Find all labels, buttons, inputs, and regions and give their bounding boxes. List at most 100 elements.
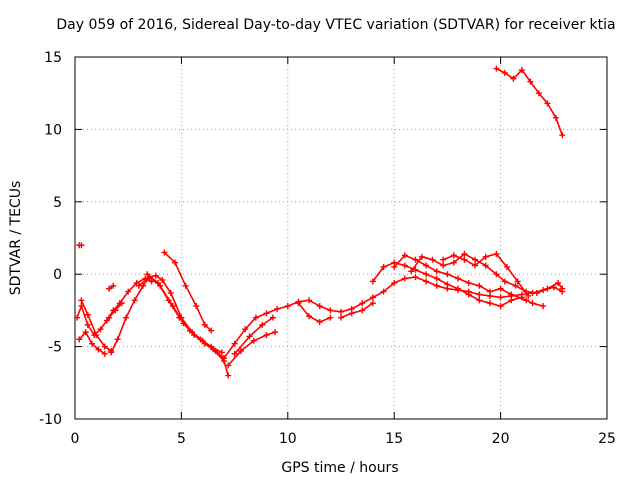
data-point xyxy=(512,282,519,289)
y-tick-label: 5 xyxy=(53,195,62,211)
data-point xyxy=(246,333,253,340)
data-point xyxy=(493,65,500,72)
data-point xyxy=(465,279,472,286)
data-point xyxy=(535,90,542,97)
data-point xyxy=(423,271,430,278)
data-point xyxy=(250,337,257,344)
data-point xyxy=(78,297,85,304)
data-point xyxy=(95,346,102,353)
data-point xyxy=(493,271,500,278)
series-arc-19 xyxy=(440,250,532,299)
data-point xyxy=(327,307,334,314)
data-point xyxy=(125,288,132,295)
data-point xyxy=(369,294,376,301)
data-point xyxy=(106,285,113,292)
data-point xyxy=(455,275,462,282)
data-point xyxy=(529,300,536,307)
data-point xyxy=(461,250,468,257)
y-tick-label: -5 xyxy=(48,340,62,356)
series-arc-10 xyxy=(161,249,215,334)
data-point xyxy=(359,307,366,314)
data-point xyxy=(359,300,366,307)
x-tick-label: 5 xyxy=(177,431,186,447)
data-point xyxy=(144,271,151,278)
data-point xyxy=(508,297,515,304)
data-point xyxy=(218,349,225,356)
data-point xyxy=(525,292,532,299)
data-point xyxy=(76,336,83,343)
series-line xyxy=(233,316,274,355)
series-arc-03 xyxy=(76,329,108,357)
data-point xyxy=(114,336,121,343)
data-point xyxy=(533,290,540,297)
data-point xyxy=(450,259,457,266)
data-point xyxy=(412,256,419,263)
data-point xyxy=(176,314,183,321)
data-point xyxy=(274,305,281,312)
data-point xyxy=(259,321,266,328)
data-point xyxy=(78,242,85,249)
data-point xyxy=(503,263,510,270)
axis-ticks: 0 5 10 15 20 25 -10 -5 0 5 10 15 xyxy=(39,50,616,447)
data-point xyxy=(555,279,562,286)
data-point xyxy=(497,294,504,301)
data-point xyxy=(252,314,259,321)
series-line xyxy=(340,302,374,319)
data-point xyxy=(84,311,91,318)
data-point xyxy=(263,332,270,339)
x-tick-label: 15 xyxy=(385,431,403,447)
data-point xyxy=(440,256,447,263)
x-tick-label: 20 xyxy=(492,431,510,447)
data-point xyxy=(316,318,323,325)
series-line xyxy=(297,302,332,323)
data-point xyxy=(380,288,387,295)
data-point xyxy=(284,303,291,310)
data-point xyxy=(306,297,313,304)
data-point xyxy=(97,326,104,333)
data-point xyxy=(450,252,457,259)
data-point xyxy=(231,350,238,357)
series-arc-09 xyxy=(144,271,225,356)
y-axis-label: SDTVAR / TECUs xyxy=(8,181,24,296)
data-point xyxy=(493,250,500,257)
data-point xyxy=(497,303,504,310)
data-point xyxy=(508,291,515,298)
data-point xyxy=(476,291,483,298)
data-point xyxy=(225,362,232,369)
data-point xyxy=(433,268,440,275)
data-point xyxy=(476,282,483,289)
data-point xyxy=(523,297,530,304)
data-point xyxy=(327,314,334,321)
data-point xyxy=(472,262,479,269)
data-point xyxy=(544,285,551,292)
data-point xyxy=(518,67,525,74)
series-arc-01 xyxy=(76,242,85,249)
data-point xyxy=(412,266,419,273)
data-point xyxy=(444,281,451,288)
data-point xyxy=(497,285,504,292)
data-point xyxy=(461,256,468,263)
data-point xyxy=(167,290,174,297)
data-point xyxy=(123,314,130,321)
series-arc-14 xyxy=(295,300,334,325)
data-point xyxy=(110,282,117,289)
data-point xyxy=(131,297,138,304)
data-point xyxy=(161,249,168,256)
data-point xyxy=(208,343,215,350)
data-point xyxy=(74,314,81,321)
data-point xyxy=(182,282,189,289)
data-point xyxy=(510,75,517,82)
series-arc-07 xyxy=(106,282,117,292)
data-point xyxy=(423,278,430,285)
data-point xyxy=(306,313,313,320)
data-point xyxy=(295,300,302,307)
data-point xyxy=(423,262,430,269)
data-point xyxy=(540,303,547,310)
data-point xyxy=(412,274,419,281)
data-point xyxy=(391,263,398,270)
y-tick-label: 15 xyxy=(44,50,62,66)
data-point xyxy=(106,314,113,321)
data-point xyxy=(101,343,108,350)
series-line xyxy=(146,273,223,354)
data-point xyxy=(440,262,447,269)
